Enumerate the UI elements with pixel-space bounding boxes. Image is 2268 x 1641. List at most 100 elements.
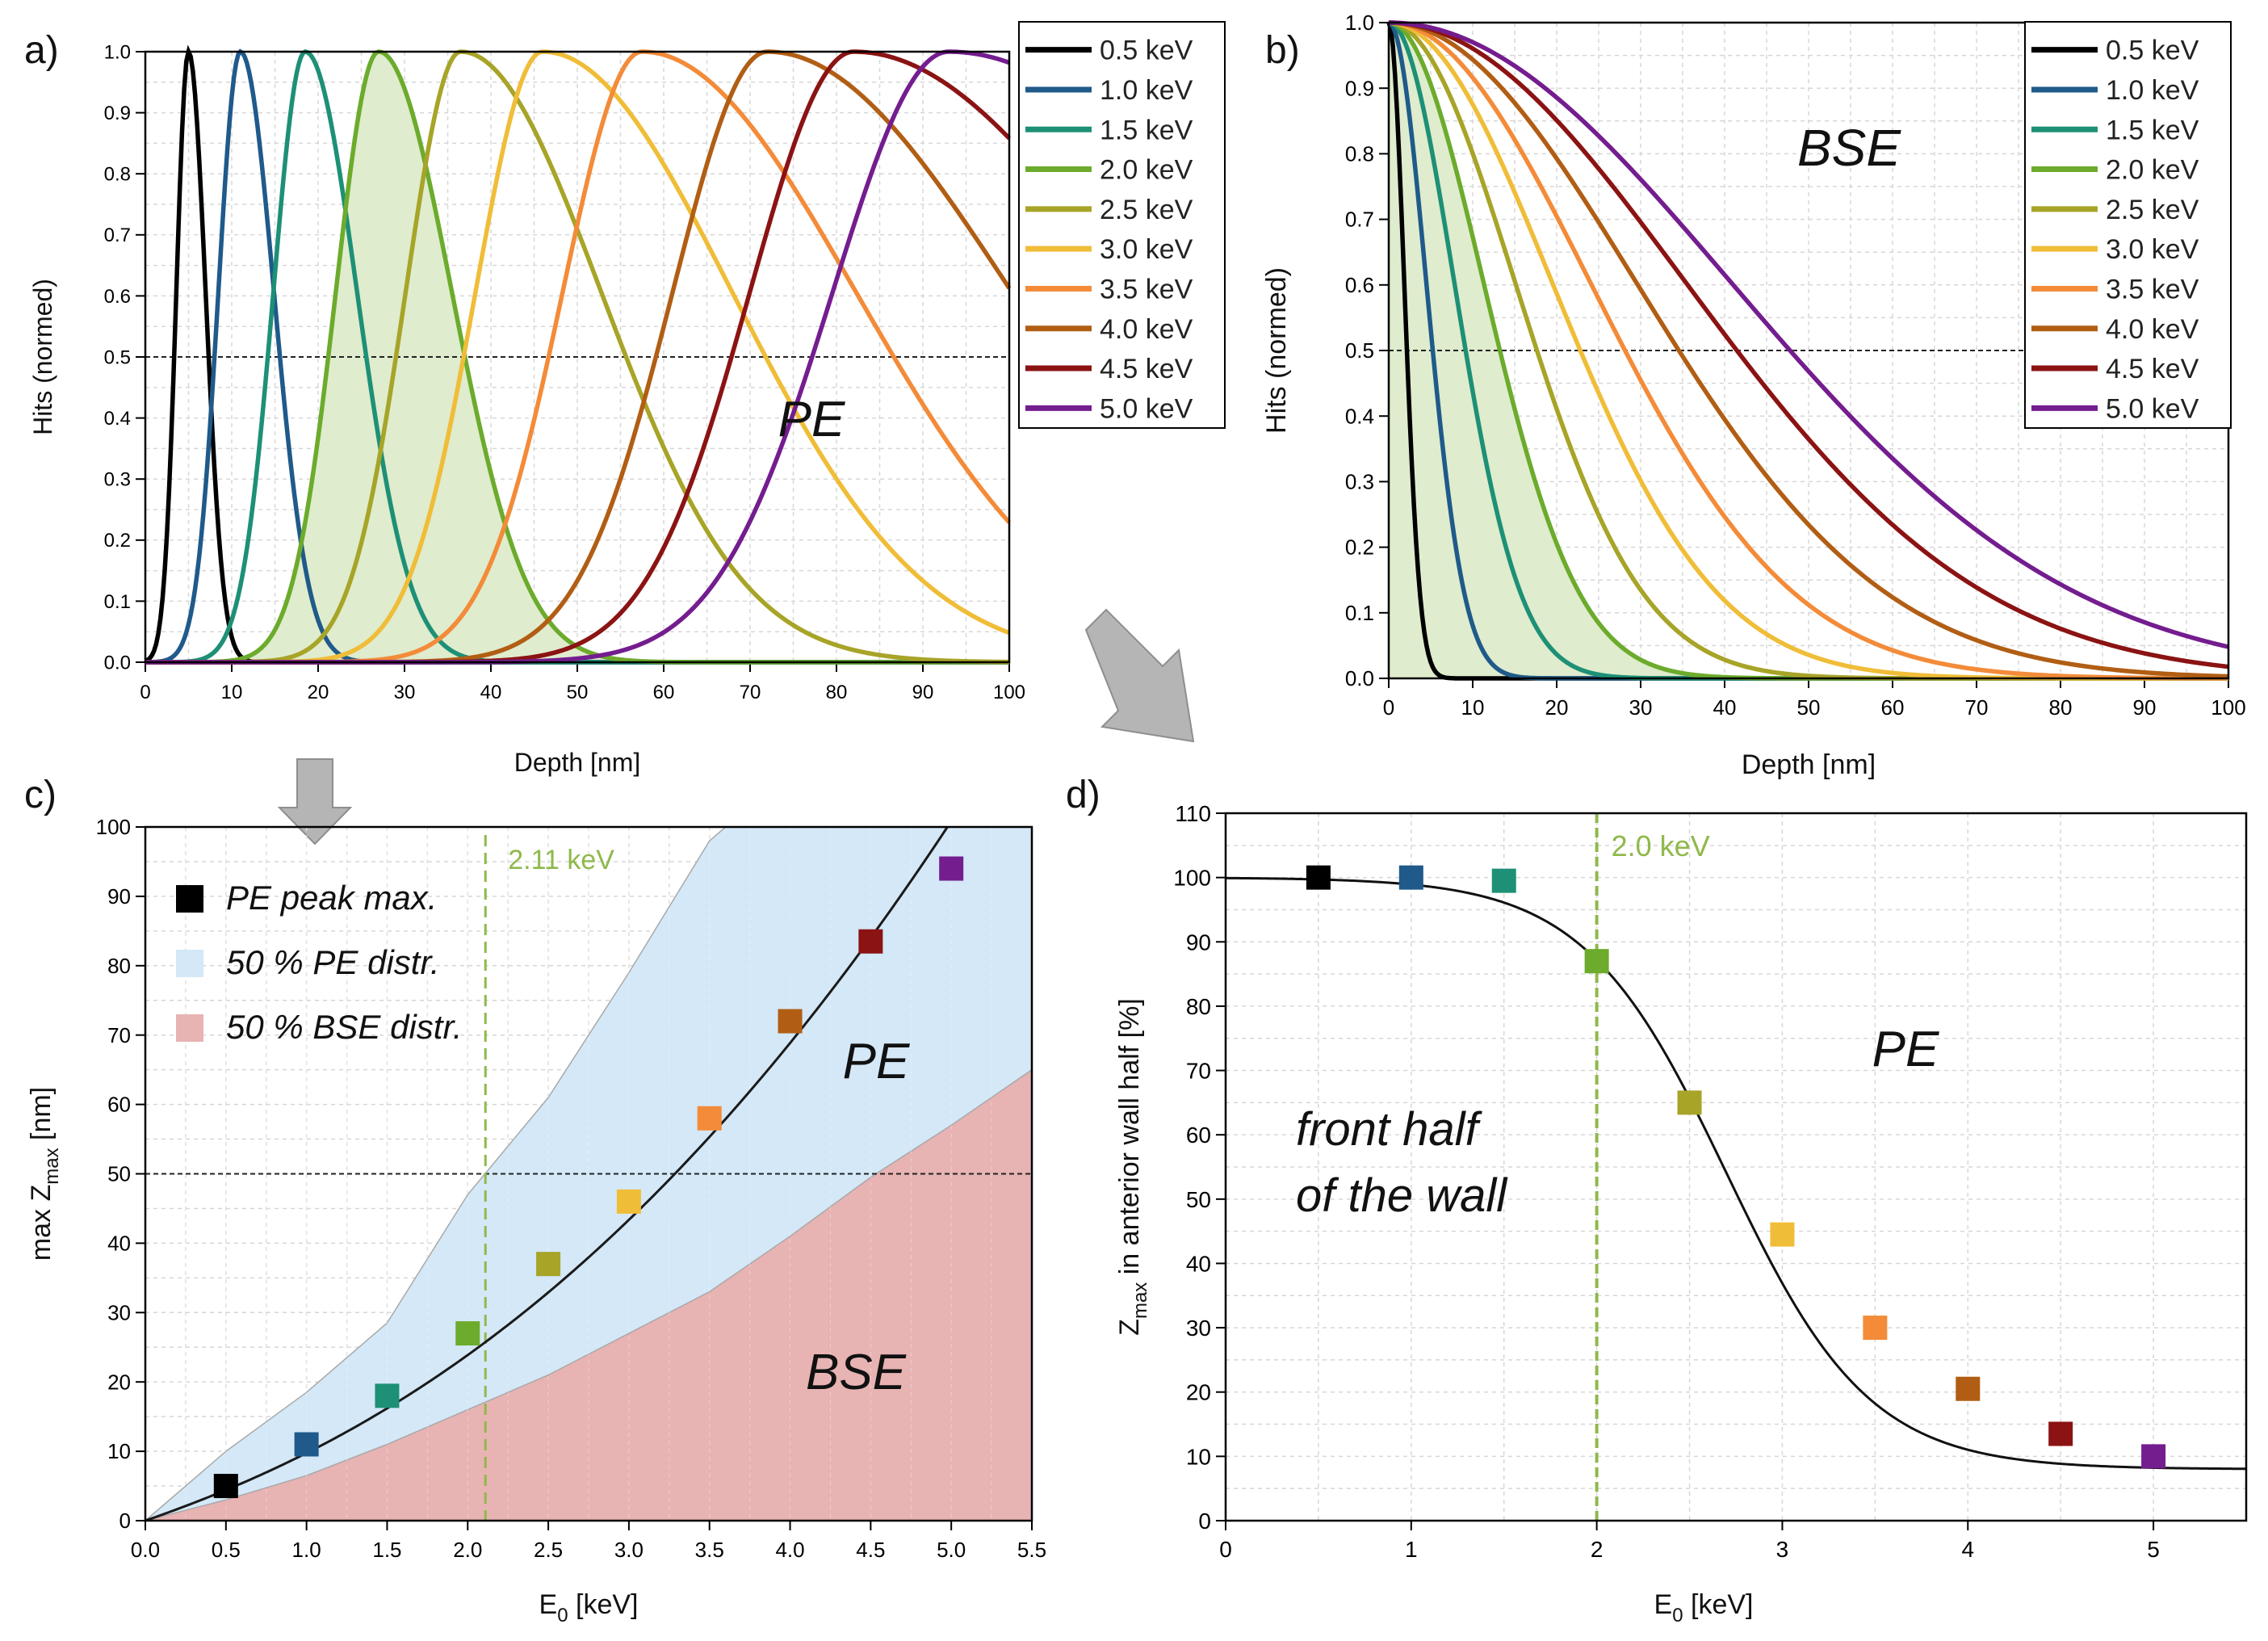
y-tick-label: 20 — [1186, 1380, 1211, 1405]
y-axis-label: Hits (normed) — [1261, 267, 1292, 434]
legend-label: 4.5 keV — [2106, 354, 2199, 384]
y-tick-label: 40 — [107, 1232, 131, 1256]
y-tick-label: 110 — [1175, 801, 1211, 826]
legend-label: 3.5 keV — [1100, 274, 1193, 304]
x-tick-label: 1.5 — [372, 1538, 401, 1562]
y-axis-label-tail: in anterior wall half [%] — [1114, 998, 1145, 1282]
annotation-BSE: BSE — [1797, 119, 1901, 177]
arrow-a-to-c — [277, 758, 353, 846]
data-point-1.5 — [375, 1383, 400, 1408]
y-tick-label: 50 — [1186, 1187, 1211, 1212]
y-tick-label: 100 — [96, 815, 131, 839]
legend-label: 0.5 keV — [2106, 36, 2199, 66]
y-tick-label: 60 — [107, 1093, 131, 1117]
y-axis-label-tail: [nm] — [26, 1087, 57, 1148]
legend-label: 1.5 keV — [1100, 115, 1193, 145]
y-axis-label: max Zmax [nm] — [26, 1087, 63, 1261]
y-axis-label-sub: max — [41, 1148, 63, 1184]
x-axis-label-main: E — [539, 1589, 558, 1620]
x-tick-label: 90 — [912, 682, 934, 703]
x-tick-label: 0.0 — [131, 1538, 160, 1562]
y-tick-label: 0.5 — [1345, 338, 1374, 363]
arrow-b-to-d — [1084, 608, 1195, 743]
annotation-PE: PE — [843, 1034, 910, 1089]
legend-label: 2.5 keV — [1100, 195, 1193, 225]
data-point-4.5 — [2048, 1421, 2073, 1446]
y-tick-label: 70 — [1186, 1059, 1211, 1084]
data-point-5 — [939, 856, 964, 881]
legend-label: 2.0 keV — [2106, 155, 2199, 186]
data-point-3.5 — [697, 1106, 722, 1131]
data-point-0.5 — [1306, 865, 1331, 890]
x-tick-label: 50 — [1797, 695, 1821, 720]
x-tick-label: 30 — [394, 682, 416, 703]
x-axis-label: E0 [keV] — [1654, 1589, 1754, 1626]
x-axis-label-tail: [keV] — [1683, 1589, 1754, 1620]
x-axis-label: Depth [nm] — [514, 748, 641, 777]
x-tick-label: 2.5 — [534, 1538, 563, 1562]
x-tick-label: 0 — [140, 682, 150, 703]
shaded-area-2keV — [145, 52, 1009, 662]
legend: PE peak max. 50 % PE distr. 50 % BSE distr… — [176, 879, 463, 1046]
data-point-2 — [1584, 949, 1609, 974]
x-tick-label: 0 — [1383, 695, 1394, 720]
data-point-3 — [616, 1189, 641, 1214]
x-tick-label: 40 — [480, 682, 502, 703]
y-tick-label: 0.2 — [104, 530, 131, 552]
annotation-PE: PE — [1872, 1022, 1939, 1077]
bse-band-edge — [145, 1069, 1033, 1521]
x-tick-label: 1.0 — [292, 1538, 321, 1562]
data-point-5 — [2141, 1444, 2166, 1469]
y-tick-label: 40 — [1186, 1251, 1211, 1276]
grid — [1225, 812, 2247, 1521]
x-tick-label: 5 — [2147, 1537, 2160, 1562]
x-tick-label: 70 — [740, 682, 761, 703]
y-tick-label: 80 — [1186, 994, 1211, 1019]
x-tick-label: 0.5 — [212, 1538, 241, 1562]
x-tick-label: 60 — [653, 682, 675, 703]
legend-label: 3.0 keV — [1100, 234, 1193, 265]
y-axis-label-main: Z — [1114, 1319, 1145, 1336]
x-tick-label: 0 — [1219, 1537, 1232, 1562]
x-tick-label: 50 — [567, 682, 589, 703]
legend-label: 50 % PE distr. — [226, 943, 440, 981]
x-tick-label: 2.0 — [453, 1538, 482, 1562]
y-tick-label: 0.9 — [104, 103, 131, 124]
y-tick-label: 0.8 — [1345, 142, 1374, 166]
x-axis-label: Depth [nm] — [1742, 749, 1876, 780]
data-point-2.5 — [536, 1252, 561, 1277]
data-point-4.5 — [858, 929, 883, 954]
data-point-4 — [1956, 1376, 1981, 1401]
y-tick-label: 0.6 — [1345, 273, 1374, 297]
x-axis-label-sub: 0 — [1672, 1605, 1683, 1626]
legend-label: 5.0 keV — [2106, 393, 2199, 424]
data-point-1 — [1398, 865, 1423, 890]
x-tick-label: 80 — [826, 682, 848, 703]
x-tick-label: 3 — [1776, 1537, 1789, 1562]
y-tick-label: 60 — [1186, 1123, 1211, 1148]
panel-label: b) — [1265, 29, 1300, 72]
plot-frame — [144, 50, 1011, 664]
y-tick-label: 0.0 — [104, 652, 131, 674]
x-tick-label: 4.5 — [856, 1538, 885, 1562]
guide-label: 2.11 keV — [508, 845, 614, 875]
x-tick-label: 70 — [1965, 695, 1989, 720]
data-point-3 — [1770, 1222, 1795, 1247]
legend-label: 50 % BSE distr. — [226, 1008, 463, 1046]
data-point-3.5 — [1863, 1316, 1888, 1341]
y-tick-label: 0.2 — [1345, 535, 1374, 560]
x-tick-label: 100 — [2211, 695, 2245, 720]
x-tick-label: 20 — [308, 682, 329, 703]
legend-label: 3.0 keV — [2106, 234, 2199, 265]
x-tick-label: 2 — [1591, 1537, 1604, 1562]
x-tick-label: 10 — [1461, 695, 1485, 720]
series-35keV — [1388, 20, 2228, 681]
legend-label: 2.5 keV — [2106, 195, 2199, 225]
y-tick-label: 1.0 — [104, 41, 131, 63]
x-tick-label: 1 — [1405, 1537, 1418, 1562]
y-tick-label: 0.1 — [1345, 601, 1374, 625]
y-tick-label: 30 — [107, 1300, 131, 1324]
panel-label: c) — [24, 774, 57, 816]
